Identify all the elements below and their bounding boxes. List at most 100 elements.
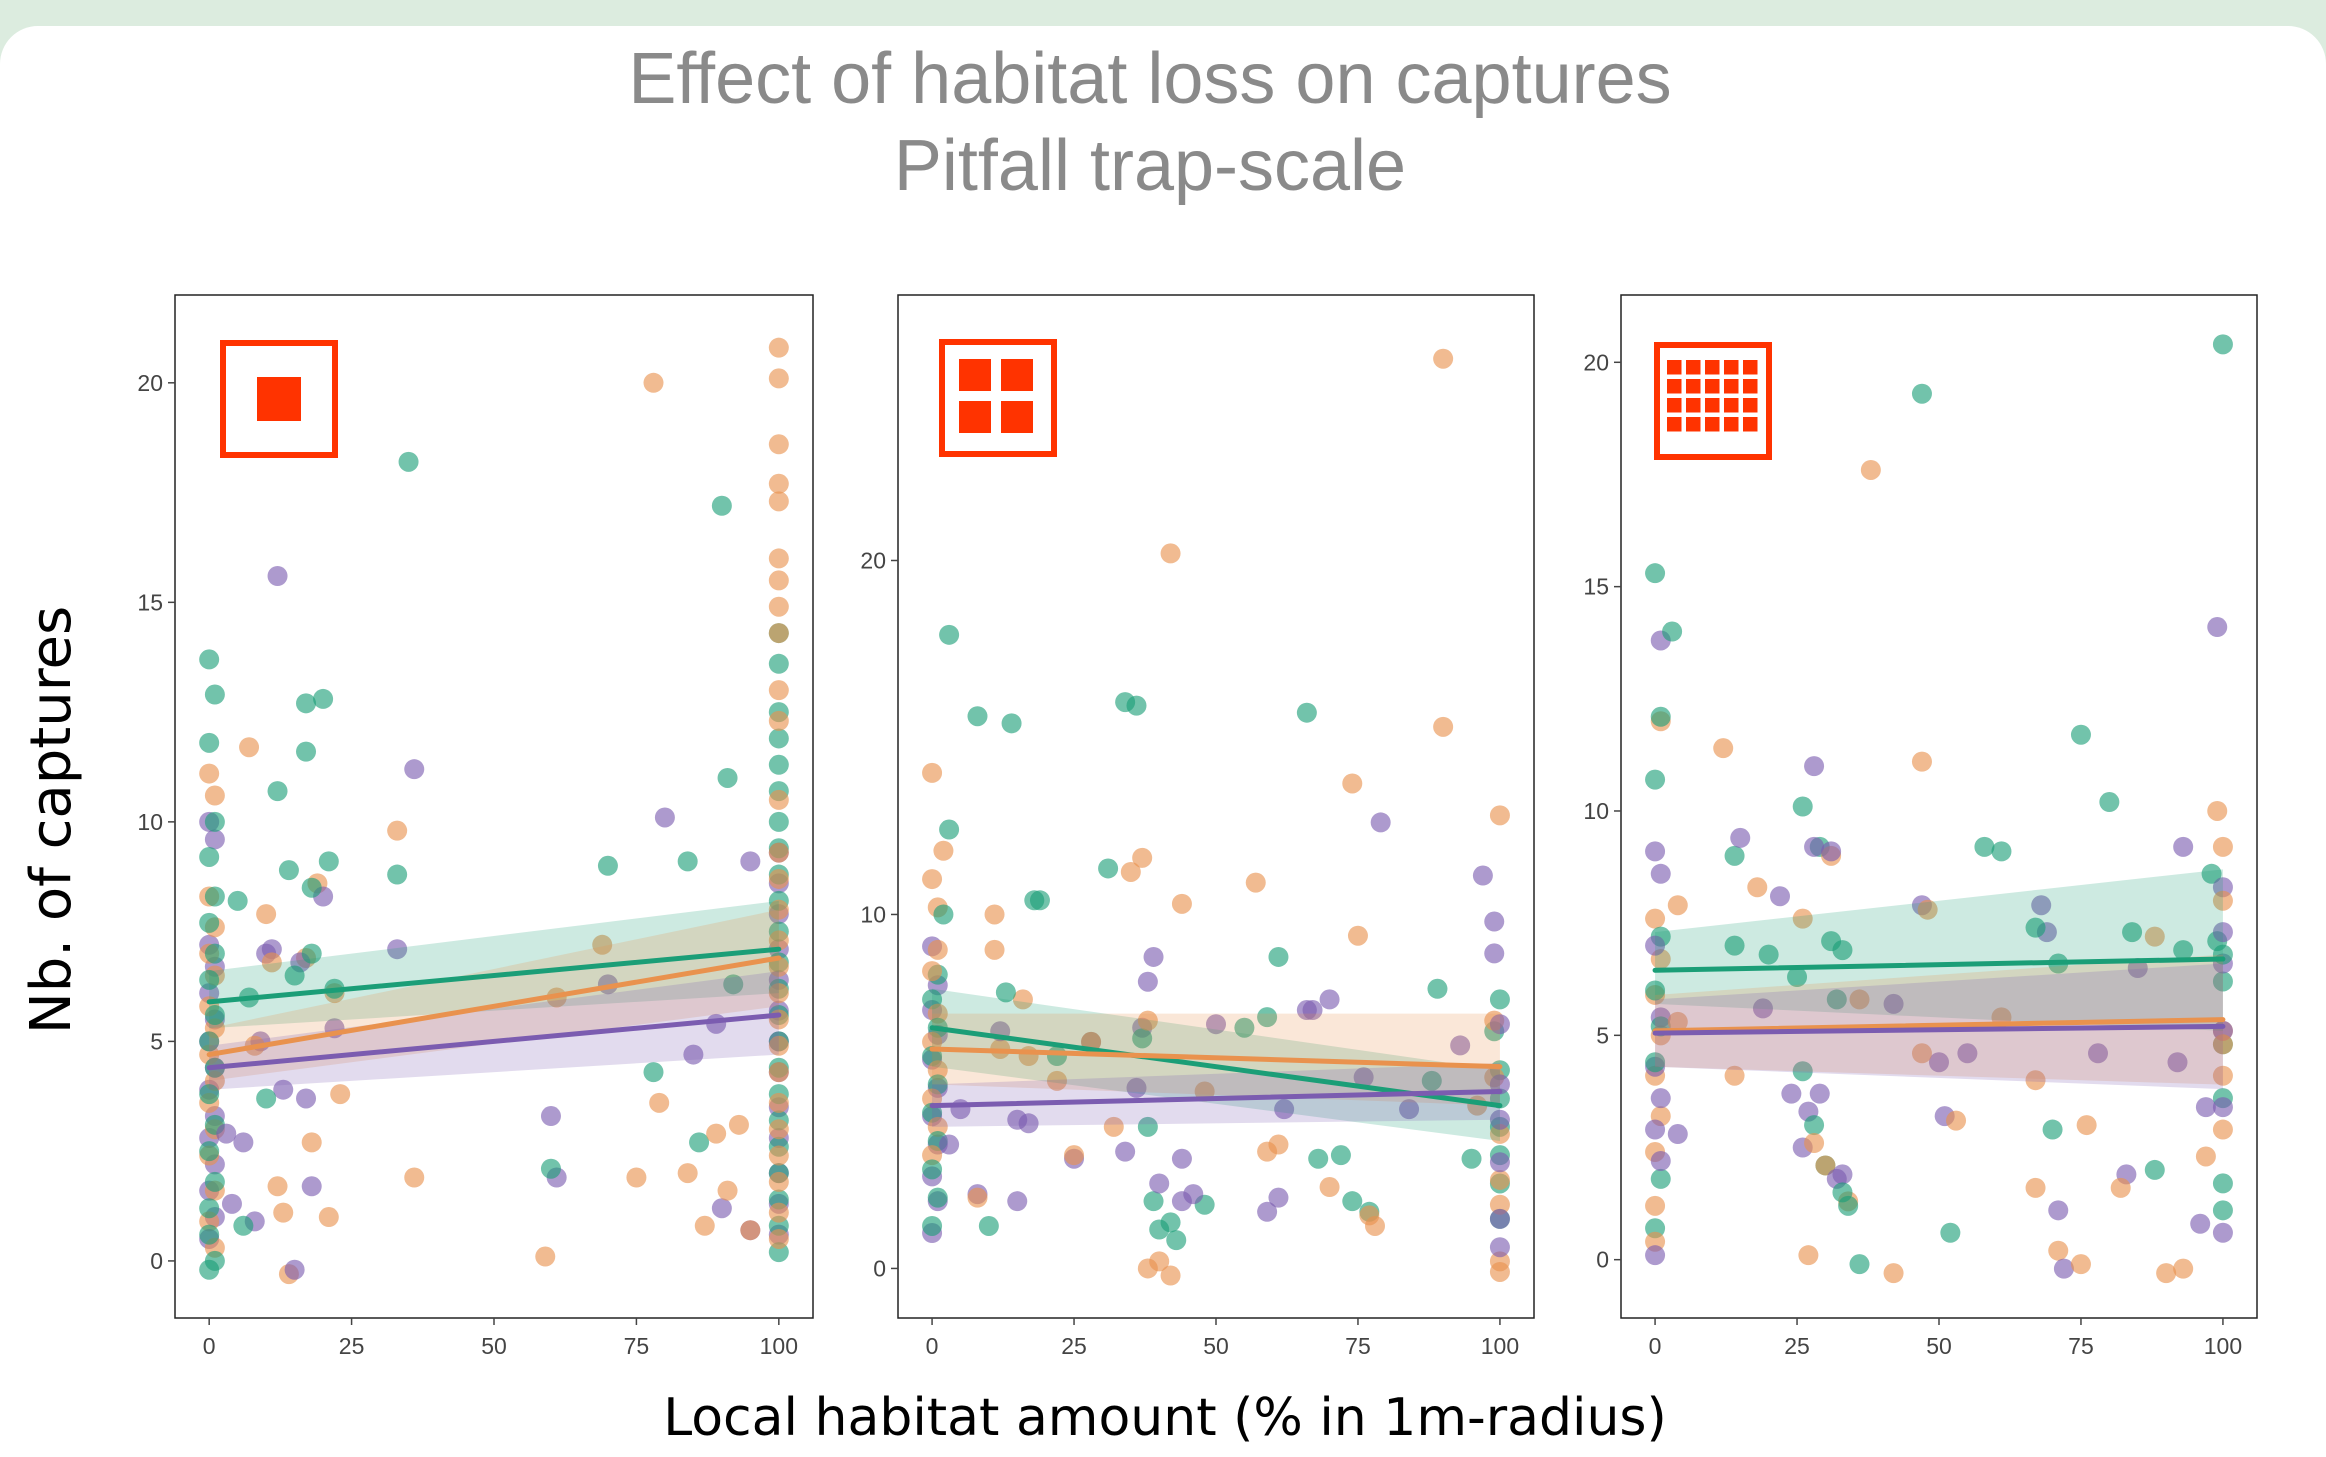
data-point-orange	[1946, 1110, 1967, 1131]
data-point-purple	[1804, 836, 1825, 857]
data-point-green	[689, 1132, 710, 1153]
data-point-orange	[1171, 893, 1192, 914]
data-point-purple	[1370, 812, 1391, 833]
y-tick-label: 15	[137, 589, 163, 615]
x-tick-label: 25	[1784, 1333, 1810, 1359]
data-point-green	[1849, 1254, 1870, 1275]
y-tick-label: 20	[137, 370, 163, 396]
data-point-purple	[1484, 911, 1505, 932]
data-point-green	[927, 1187, 948, 1208]
data-point-orange	[768, 548, 789, 569]
data-point-green	[256, 1088, 277, 1109]
data-point-green	[922, 1215, 943, 1236]
data-point-orange	[706, 1123, 727, 1144]
ci-band-purple	[209, 971, 779, 1090]
x-tick-label: 25	[339, 1333, 365, 1359]
data-point-orange	[728, 1114, 749, 1135]
data-point-orange	[1911, 751, 1932, 772]
data-point-purple	[1302, 1000, 1323, 1021]
data-point-orange	[1160, 1265, 1181, 1286]
data-point-green	[2212, 1200, 2233, 1221]
data-point-orange	[768, 570, 789, 591]
x-tick-label: 0	[203, 1333, 216, 1359]
data-point-purple	[1149, 1173, 1170, 1194]
data-point-orange	[927, 1116, 948, 1137]
x-tick-label: 75	[1345, 1333, 1371, 1359]
data-point-green	[296, 741, 317, 762]
data-point-orange	[922, 1145, 943, 1166]
data-point-orange	[199, 763, 220, 784]
data-point-purple	[273, 1079, 294, 1100]
data-point-green	[199, 1141, 220, 1162]
data-point-purple	[204, 829, 225, 850]
data-point-purple	[2212, 922, 2233, 943]
data-point-green	[933, 904, 954, 925]
data-point-purple	[267, 565, 288, 586]
data-point-orange	[933, 840, 954, 861]
fit-line-green	[206, 946, 782, 1005]
data-point-orange	[1724, 1065, 1745, 1086]
x-tick-label: 100	[760, 1333, 798, 1359]
data-point-green	[199, 846, 220, 867]
data-point-green	[199, 1224, 220, 1245]
data-point-green	[233, 1215, 254, 1236]
data-point-orange	[1645, 1195, 1666, 1216]
data-point-green	[2025, 917, 2046, 938]
data-point-green	[301, 943, 322, 964]
data-point-purple	[1115, 1141, 1136, 1162]
data-point-green	[204, 886, 225, 907]
fit-line-orange	[1652, 1017, 2226, 1034]
data-point-orange	[387, 820, 408, 841]
data-point-orange	[768, 1145, 789, 1166]
data-point-purple	[1650, 1150, 1671, 1171]
data-point-orange	[267, 1176, 288, 1197]
fit-line-purple	[929, 1088, 1503, 1109]
data-point-green	[398, 451, 419, 472]
data-point-purple	[301, 1176, 322, 1197]
data-point-green	[597, 855, 618, 876]
x-tick-label: 75	[2068, 1333, 2094, 1359]
data-point-orange	[1149, 1251, 1170, 1272]
data-point-orange	[1804, 1133, 1825, 1154]
data-point-orange	[1883, 1263, 1904, 1284]
data-point-purple	[1650, 1088, 1671, 1109]
data-point-green	[301, 877, 322, 898]
data-point-green	[723, 974, 744, 995]
x-tick-label: 50	[1203, 1333, 1229, 1359]
data-point-orange	[1747, 877, 1768, 898]
data-point-orange	[1667, 1011, 1688, 1032]
data-point-purple	[1667, 1124, 1688, 1145]
data-point-green	[768, 728, 789, 749]
data-point-purple	[1645, 1245, 1666, 1266]
data-point-orange	[1645, 908, 1666, 929]
data-point-orange	[1319, 1177, 1340, 1198]
data-point-orange	[261, 952, 282, 973]
data-point-purple	[540, 1106, 561, 1127]
data-point-green	[2212, 971, 2233, 992]
y-tick-label: 0	[150, 1248, 163, 1274]
data-point-orange	[2212, 890, 2233, 911]
data-point-green	[995, 982, 1016, 1003]
data-point-green	[717, 767, 738, 788]
data-point-purple	[1770, 886, 1790, 907]
data-point-orange	[768, 983, 789, 1004]
data-point-orange	[768, 1202, 789, 1223]
data-point-orange	[1342, 773, 1363, 794]
data-point-orange	[1365, 1215, 1385, 1236]
data-point-orange	[318, 1207, 339, 1228]
data-point-purple	[1137, 971, 1158, 992]
data-point-green	[1427, 978, 1448, 999]
data-point-orange	[927, 1060, 948, 1081]
data-point-green	[1257, 1007, 1278, 1028]
data-point-green	[1132, 1028, 1153, 1049]
data-point-purple	[1472, 865, 1493, 886]
y-tick-label: 15	[1583, 574, 1609, 600]
data-point-green	[1832, 940, 1853, 961]
x-tick-label: 50	[481, 1333, 507, 1359]
data-point-green	[1940, 1222, 1961, 1243]
data-point-green	[2212, 334, 2233, 355]
data-point-purple	[1781, 1083, 1802, 1104]
y-tick-label: 5	[150, 1028, 163, 1054]
data-point-purple	[1268, 1187, 1289, 1208]
data-point-green	[1098, 858, 1119, 879]
